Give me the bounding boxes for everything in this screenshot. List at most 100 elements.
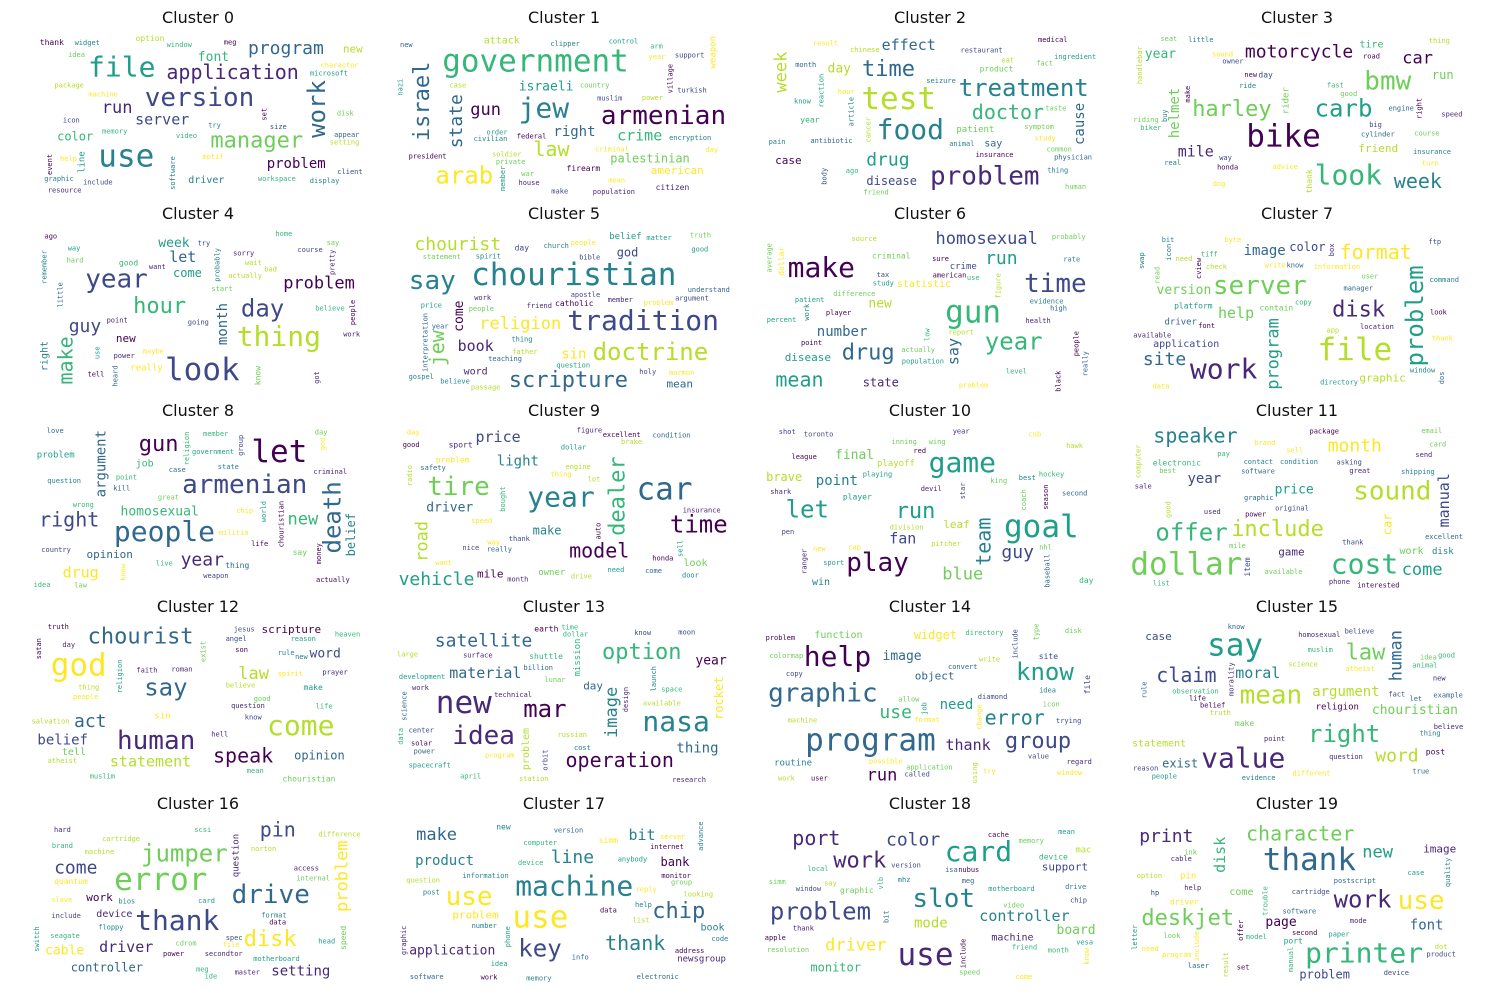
cloud-word: problem — [959, 382, 989, 390]
cluster-title: Cluster 3 — [1260, 8, 1334, 27]
cloud-word: thank — [509, 535, 531, 543]
cloud-word: machine — [88, 91, 118, 99]
cloud-word: star — [959, 482, 967, 499]
cloud-word: cache — [988, 831, 1009, 839]
cloud-word: image — [1423, 843, 1456, 856]
cloud-word: device — [1384, 969, 1409, 977]
cloud-word: prayer — [322, 669, 347, 677]
cloud-word: include — [1193, 932, 1201, 962]
cloud-word: machine — [788, 716, 818, 724]
cloud-word: work — [1400, 546, 1424, 557]
cloud-word: good — [403, 441, 420, 449]
cloud-word: program — [485, 752, 515, 760]
cloud-word: problem — [930, 162, 1040, 192]
cloud-word: result — [1222, 952, 1230, 977]
cloud-word: doctrine — [593, 338, 709, 366]
cloud-word: car — [1381, 514, 1395, 536]
cloud-word: belief — [344, 513, 358, 556]
cloud-word: package — [1310, 427, 1340, 435]
cloud-word: software — [410, 973, 444, 981]
cloud-word: tax — [877, 271, 890, 279]
cloud-word: know — [634, 629, 652, 637]
cluster-title: Cluster 8 — [161, 401, 235, 420]
cloud-word: know — [254, 366, 263, 385]
word-cloud: gun make time year drug mean run homosexual say n… — [762, 229, 1098, 393]
cloud-word: case — [169, 466, 186, 474]
word-cloud-canvas: god come human say chourist speak act law statem… — [32, 623, 361, 784]
cloud-word: sin — [561, 347, 586, 363]
cloud-word: error — [114, 862, 207, 898]
cluster-title: Cluster 18 — [888, 794, 972, 813]
cloud-word: meg — [962, 877, 975, 885]
cloud-word: religion — [479, 314, 561, 334]
cloud-word: come — [173, 266, 202, 280]
cloud-word: gospel — [409, 373, 434, 381]
cloud-word: friend — [1358, 142, 1398, 155]
cloud-word: muslim — [1308, 646, 1333, 654]
cloud-word: post — [1426, 748, 1445, 757]
cluster-title: Cluster 1 — [527, 8, 601, 27]
cloud-word: civilian — [474, 135, 508, 143]
cloud-word: widget — [75, 39, 100, 47]
cloud-word: gun — [945, 294, 1001, 330]
cloud-word: probably — [1052, 233, 1086, 241]
cloud-word: case — [775, 154, 802, 167]
cloud-word: crime — [950, 262, 977, 272]
cloud-word: graphic — [1244, 494, 1274, 502]
cloud-word: tell — [62, 747, 86, 758]
cloud-word: antibiotic — [810, 137, 852, 145]
cloud-word: vehicle — [399, 569, 475, 590]
cloud-word: second — [1062, 490, 1087, 498]
cloud-word: home — [275, 230, 292, 238]
cloud-word: mile — [1178, 142, 1214, 160]
cloud-word: population — [593, 188, 635, 196]
cloud-word: sport — [823, 559, 844, 567]
cloud-word: arm — [650, 43, 663, 51]
cloud-word: orbit — [541, 750, 549, 771]
cloud-word: disk — [337, 110, 355, 118]
cluster-panel: Cluster 11 dollar cost sound offer include spe… — [1129, 399, 1465, 591]
cloud-word: bad — [264, 265, 277, 273]
cloud-word: new — [496, 822, 511, 831]
cloud-word: app — [1327, 327, 1340, 335]
cloud-word: moon — [678, 628, 695, 636]
cloud-word: son — [235, 646, 248, 654]
cloud-word: function — [814, 630, 862, 641]
cloud-word: gun — [139, 432, 179, 457]
cloud-word: life — [316, 703, 333, 711]
cloud-word: angel — [226, 635, 247, 643]
cloud-word: medical — [1038, 36, 1068, 44]
cloud-word: problem — [436, 455, 470, 464]
cloud-word: graphic — [768, 679, 878, 709]
cloud-word: type — [1032, 624, 1040, 641]
cloud-word: product — [1426, 951, 1456, 959]
cloud-word: controller — [71, 960, 143, 974]
cloud-word: state — [863, 376, 899, 390]
cloud-word: include — [51, 912, 81, 920]
cloud-word: ranger — [800, 549, 808, 574]
cloud-word: actually — [228, 272, 262, 280]
cloud-word: figure — [577, 427, 602, 435]
cloud-word: swap — [1138, 252, 1146, 269]
cloud-word: day — [241, 294, 284, 322]
cloud-word: reaction — [817, 74, 825, 108]
cloud-word: belief — [1200, 701, 1225, 709]
cloud-word: disk — [1432, 547, 1454, 557]
cluster-panel: Cluster 14 program help graphic know group err… — [762, 595, 1098, 787]
cloud-word: package — [54, 82, 84, 90]
cluster-panel: Cluster 13 new nasa idea mar option operation s… — [396, 595, 732, 787]
cloud-word: attack — [484, 36, 520, 47]
cloud-word: play — [846, 548, 909, 578]
cloud-word: armenian — [182, 470, 307, 500]
cluster-panel: Cluster 7 file work server problem disk format… — [1129, 202, 1465, 394]
cloud-word: make — [54, 336, 78, 384]
cloud-word: year — [649, 53, 666, 61]
cloud-word: right — [39, 508, 99, 532]
cloud-word: idea — [68, 51, 85, 59]
cloud-word: brand — [1254, 439, 1275, 447]
cloud-word: graphic — [1359, 372, 1405, 385]
cloud-word: bought — [499, 486, 507, 511]
cloud-word: card — [1429, 441, 1446, 449]
cloud-word: shark — [770, 488, 792, 496]
